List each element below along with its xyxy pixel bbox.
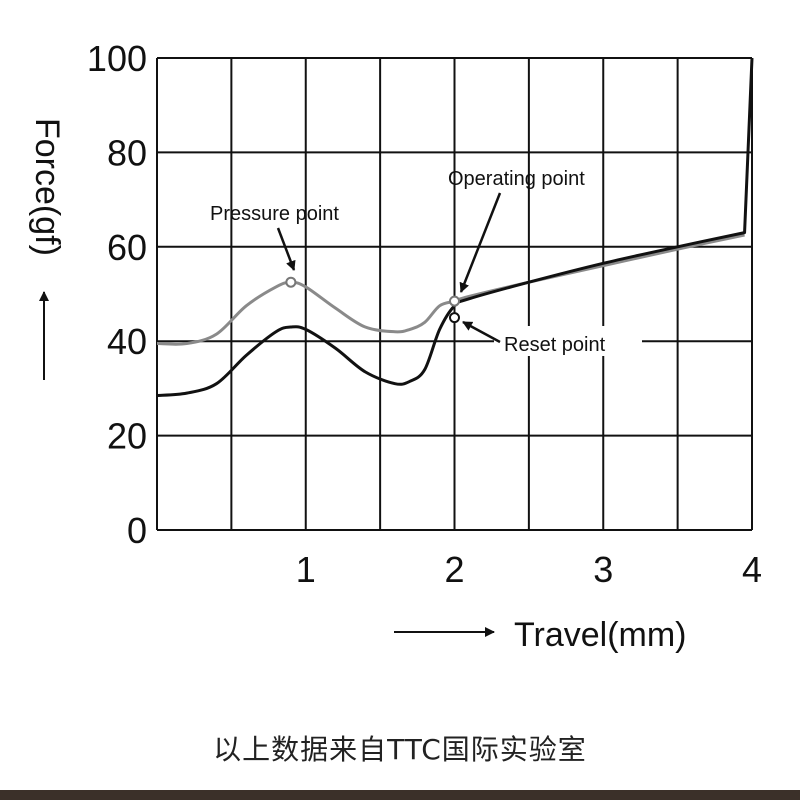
chart-grid — [156, 57, 753, 531]
release-force-curve — [156, 57, 754, 397]
annotation-marker — [449, 295, 460, 307]
y-tick-label: 60 — [107, 227, 147, 268]
chart-annotations: Pressure point Operating point Reset point — [210, 168, 642, 356]
operating-point-arrow — [459, 192, 502, 293]
source-caption: 以上数据来自TTC国际实验室 — [213, 733, 587, 766]
y-tick-label: 0 — [127, 510, 147, 551]
y-tick-label: 80 — [107, 132, 147, 173]
operating-point-label: Operating point — [448, 168, 585, 190]
x-tick-label: 3 — [593, 549, 613, 590]
y-tick-label: 40 — [107, 321, 147, 362]
pressure-point-label: Pressure point — [210, 203, 339, 225]
x-tick-label: 4 — [742, 549, 762, 590]
annotation-marker — [285, 276, 297, 288]
y-tick-label: 100 — [87, 38, 147, 79]
x-tick-label: 1 — [296, 549, 316, 590]
x-tick-label: 2 — [444, 549, 464, 590]
chart-ticks: 0 20 40 60 80 100 1 2 3 4 — [87, 38, 762, 590]
reset-point-label: Reset point — [504, 334, 606, 356]
chart-series — [156, 57, 754, 397]
y-axis-title: Force(gf) — [28, 118, 66, 256]
y-tick-label: 20 — [107, 416, 147, 457]
footer-bar — [0, 790, 800, 800]
pressure-point-arrow — [276, 227, 296, 271]
x-axis-title: Travel(mm) — [514, 616, 687, 654]
annotation-marker — [449, 312, 460, 324]
reset-point-arrow — [462, 320, 501, 344]
reset-point-label-bg — [494, 326, 642, 356]
